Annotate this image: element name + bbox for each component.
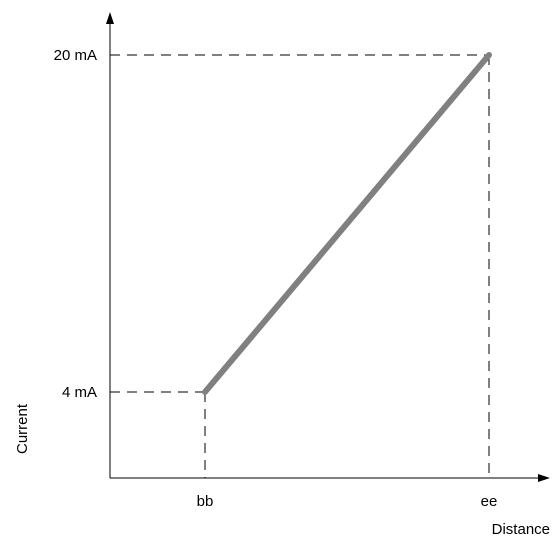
x-tick-label-end: ee xyxy=(481,493,498,510)
series-line-0 xyxy=(202,52,492,395)
x-tick-label-start: bb xyxy=(197,493,214,510)
series-group xyxy=(202,52,492,395)
guide-lines xyxy=(110,54,490,478)
y-tick-label-low: 4 mA xyxy=(62,384,97,401)
x-axis-label: Distance xyxy=(492,521,550,538)
y-tick-label-high: 20 mA xyxy=(54,47,97,64)
y-axis-label: Current xyxy=(14,403,31,454)
x-axis-arrow-icon xyxy=(538,474,550,482)
y-axis-arrow-icon xyxy=(106,12,114,24)
